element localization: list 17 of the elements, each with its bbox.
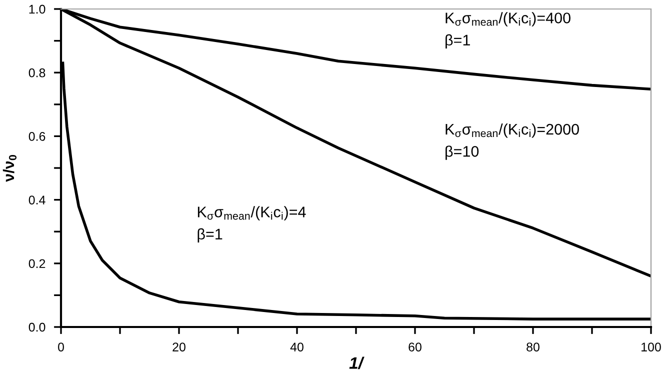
text: K$_{σ}$σ$_{mean}$/(K$_{i}$c$_{i}$)=2000 β=10 bbox=[446, 123, 579, 160]
y-axis-title: ν/ν$_{0}$ bbox=[2, 155, 17, 182]
x-tick-label: 60 bbox=[408, 342, 422, 352]
text: K$_{σ}$σ$_{mean}$/(K$_{i}$c$_{i}$)=400 β=1 bbox=[446, 12, 570, 49]
x-axis-title: 1/ bbox=[349, 356, 364, 370]
y-tick-label: 0.0 bbox=[28, 322, 46, 332]
text: K$_{σ}$σ$_{mean}$/(K$_{i}$c$_{i}$)=4 β=1 bbox=[198, 206, 306, 243]
y-tick-label: 0.6 bbox=[28, 132, 46, 141]
x-tick-label: 20 bbox=[172, 342, 186, 352]
y-tick-label: 0.4 bbox=[28, 196, 46, 204]
x-tick-label: 40 bbox=[290, 342, 304, 352]
x-tick-label: 0 bbox=[58, 342, 64, 352]
y-tick-label: 0.2 bbox=[28, 259, 46, 268]
x-tick-label: 80 bbox=[526, 342, 540, 352]
y-tick-label: 1.0 bbox=[29, 4, 46, 14]
y-tick-label: 0.8 bbox=[28, 68, 46, 78]
x-tick-label: 100 bbox=[642, 342, 661, 352]
